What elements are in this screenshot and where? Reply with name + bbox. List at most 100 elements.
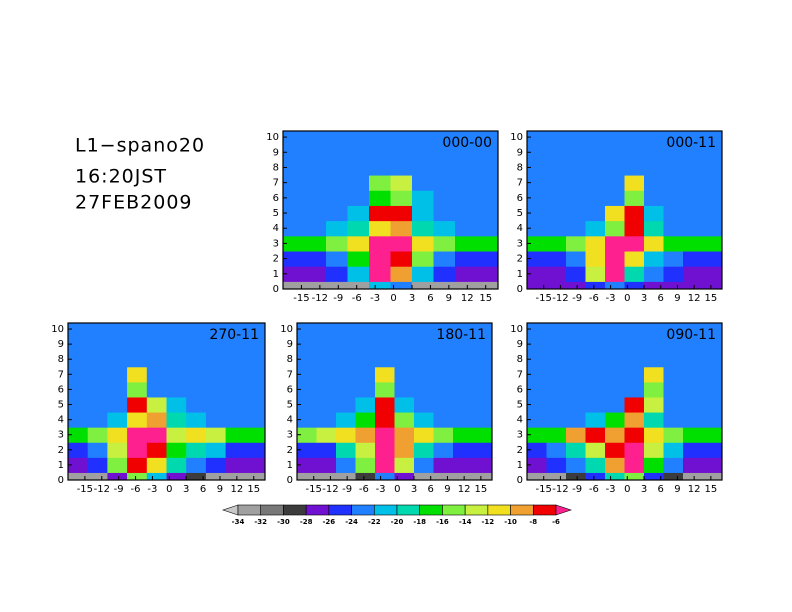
heat-cell [283,251,305,267]
heat-cell [605,190,625,206]
heat-cell [453,412,473,428]
heat-cell [283,220,305,237]
heat-cell [433,472,454,481]
heat-cell [453,472,473,481]
heat-cell [453,457,473,473]
colorbar-box [532,504,557,516]
heat-cell [369,205,391,222]
heat-cell [702,442,723,458]
x-tick-label: 12 [688,293,701,304]
heat-cell [605,266,625,282]
heat-cell [186,412,207,428]
x-tick-label: 3 [409,293,415,304]
heat-cell [205,396,227,413]
heat-cell [107,442,128,458]
x-tick-label: 9 [446,293,452,304]
y-tick-label: 3 [273,238,279,249]
heat-cell [225,442,246,458]
heat-cell [127,442,148,458]
colorbar-label: -28 [300,518,313,526]
heat-cell [624,323,645,368]
heat-cell [283,266,305,282]
heat-cell [476,281,499,290]
x-tick-label: 15 [704,293,717,304]
heat-cell [663,266,684,282]
heat-cell [225,457,246,473]
heat-cell [455,251,477,267]
heat-cell [414,366,434,383]
heat-cell [624,396,645,413]
heat-cell [355,472,376,481]
heat-cell [245,396,266,413]
heat-cell [433,381,454,398]
heat-cell [433,442,454,458]
heat-cell [702,412,723,428]
heat-cell [663,457,684,473]
heat-cell [433,457,454,473]
heat-cell [87,412,108,428]
heat-cell [390,131,413,176]
heat-cell [326,190,348,206]
heat-cell [68,412,89,428]
heat-cell [414,442,434,458]
colorbar-box [510,504,534,516]
y-tick-label: 3 [517,430,523,441]
colorbar-label: -14 [459,518,472,526]
heat-cell [605,381,625,398]
heat-cell [644,251,664,267]
colorbar-label: -32 [254,518,267,526]
colorbar-label: -12 [482,518,495,526]
heat-cell [146,457,167,473]
heat-cell [107,427,128,443]
y-tick-label: 2 [287,445,293,456]
heat-cell [644,281,664,290]
x-tick-label: -3 [606,293,616,304]
heat-cell [546,235,567,252]
heat-cell [663,323,684,368]
panel-title: 090-11 [666,327,716,343]
panel-title: 000-00 [442,135,492,151]
heat-cell [644,396,664,413]
heat-cell [336,381,356,398]
heat-cell [225,323,246,368]
heat-cell [566,366,586,383]
y-tick-label: 10 [510,132,523,143]
heat-cell [297,472,317,481]
heat-cell [390,266,413,282]
heat-cell [390,205,413,222]
heat-cell [527,190,547,206]
y-tick-label: 2 [273,254,279,265]
x-tick-label: 15 [704,484,717,495]
heat-cell [624,251,645,267]
heat-cell [702,190,723,206]
heat-cell [146,323,167,368]
heat-cell [375,427,395,443]
heat-cell [369,266,391,282]
heat-cell [453,427,473,443]
heat-cell [336,323,356,368]
heat-cell [245,366,266,383]
heat-cell [336,457,356,473]
y-tick-label: 0 [273,284,279,295]
y-tick-label: 10 [266,132,279,143]
heat-cell [702,251,723,267]
heat-cell [87,472,108,481]
heat-cell [476,266,499,282]
heat-cell [68,396,89,413]
colorbar-label: -18 [413,518,426,526]
heat-cell [166,366,187,383]
heat-cell [433,427,454,443]
colorbar-label: -6 [552,518,560,526]
colorbar-label: -16 [436,518,449,526]
heat-cell [605,427,625,443]
heat-cell [546,220,567,237]
heat-cell [347,235,370,252]
heat-cell [702,131,723,176]
colorbar-label: -8 [529,518,537,526]
panel-title: 270-11 [209,327,259,343]
heat-cell [297,427,317,443]
y-tick-label: 4 [517,223,523,234]
heat-cell [355,412,376,428]
heat-cell [87,381,108,398]
heat-cell [166,472,187,481]
